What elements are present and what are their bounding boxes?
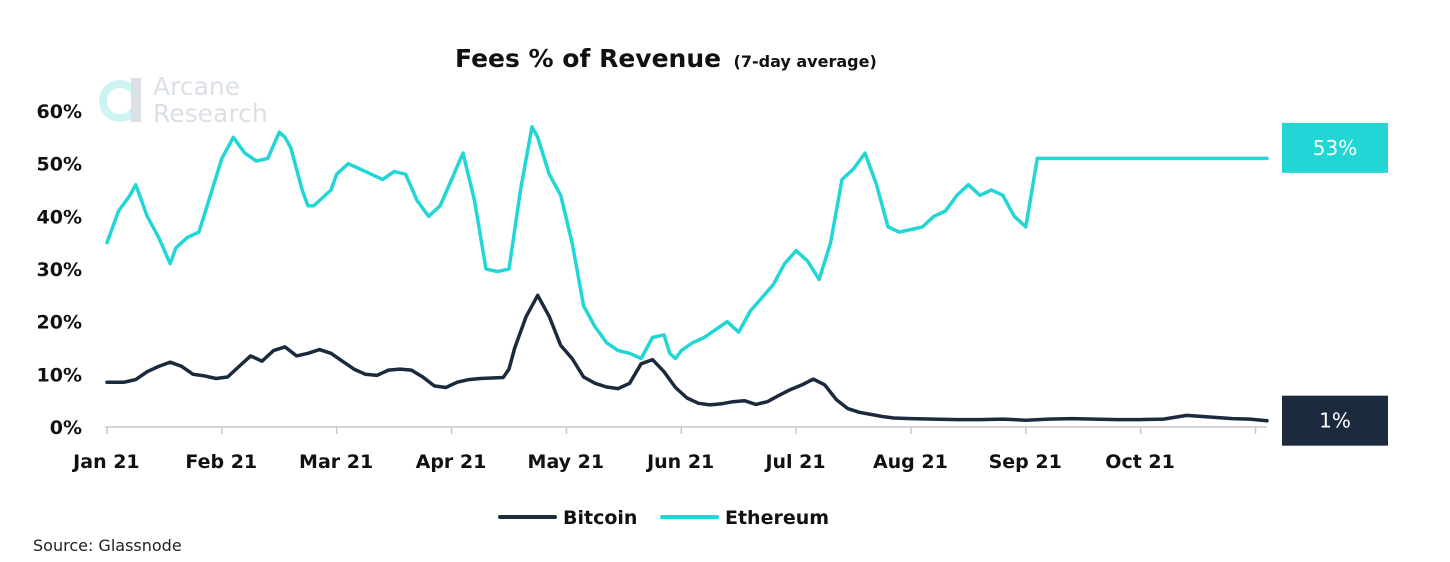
x-tick-label: Jan 21 xyxy=(71,451,139,473)
legend: Bitcoin Ethereum xyxy=(498,507,829,529)
watermark-line2: Research xyxy=(153,99,268,128)
y-tick-label: 0% xyxy=(50,417,82,439)
source-note: Source: Glassnode xyxy=(33,536,182,555)
legend-label-bitcoin: Bitcoin xyxy=(563,507,637,529)
x-tick-label: Sep 21 xyxy=(989,451,1062,473)
y-tick-label: 20% xyxy=(37,312,82,334)
axes: 0% 10% 20% 30% 40% 50% 60% Jan 21 Feb 21 Mar 21 Ap… xyxy=(37,101,1267,473)
chart-title: Fees % of Revenue (7-day average) xyxy=(455,44,877,73)
x-tick-label: Feb 21 xyxy=(185,451,257,473)
x-tick-label: Mar 21 xyxy=(299,451,373,473)
chart-subtitle: (7-day average) xyxy=(734,52,877,71)
arcane-research-logo-icon xyxy=(99,78,141,122)
y-tick-label: 40% xyxy=(37,206,82,228)
series-line-bitcoin xyxy=(105,293,1269,423)
legend-label-ethereum: Ethereum xyxy=(725,507,829,529)
callout-badge-ethereum xyxy=(1282,122,1388,173)
arcane-research-watermark: Arcane Research xyxy=(99,72,268,128)
x-tick-label: Aug 21 xyxy=(873,451,948,473)
callout-label-bitcoin: 1% xyxy=(1319,409,1351,433)
y-tick-label: 10% xyxy=(37,364,82,386)
callout-badge-bitcoin xyxy=(1282,395,1388,446)
y-tick-label: 30% xyxy=(37,259,82,281)
x-tick-label: Apr 21 xyxy=(416,451,487,473)
x-tick-label: May 21 xyxy=(528,451,605,473)
series-line-ethereum xyxy=(105,125,1269,361)
watermark-line1: Arcane xyxy=(153,72,240,101)
callout-label-ethereum: 53% xyxy=(1313,136,1357,160)
series-lines xyxy=(105,125,1269,423)
y-tick-label: 60% xyxy=(37,101,82,123)
x-tick-label: Jul 21 xyxy=(763,451,825,473)
x-tick-label: Oct 21 xyxy=(1105,451,1175,473)
y-tick-label: 50% xyxy=(37,154,82,176)
chart-title-main: Fees % of Revenue xyxy=(455,44,721,73)
callouts: 53% 1% xyxy=(1282,122,1388,446)
x-tick-label: Jun 21 xyxy=(645,451,714,473)
